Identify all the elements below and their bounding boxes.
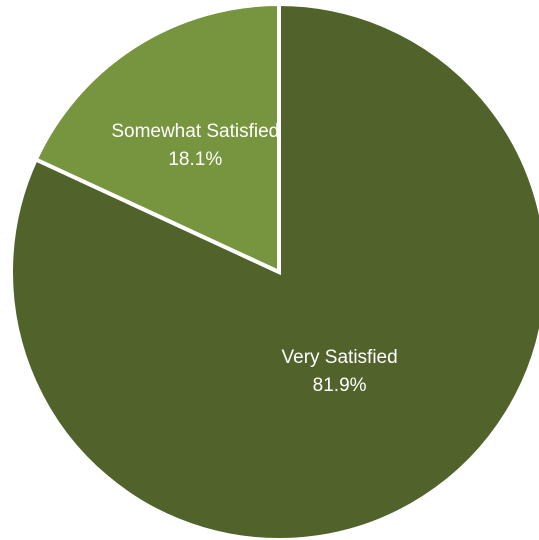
pie-labels: Very Satisfied 81.9% Somewhat Satisfied 18.… — [111, 121, 397, 396]
slice-category-label: Somewhat Satisfied — [111, 121, 279, 142]
pie-slices — [9, 1, 539, 540]
slice-category-label: Very Satisfied — [282, 347, 398, 368]
slice-value-label: 18.1% — [168, 149, 222, 170]
slice-value-label: 81.9% — [313, 375, 367, 396]
pie-slice-somewhat-satisfied — [33, 1, 281, 276]
